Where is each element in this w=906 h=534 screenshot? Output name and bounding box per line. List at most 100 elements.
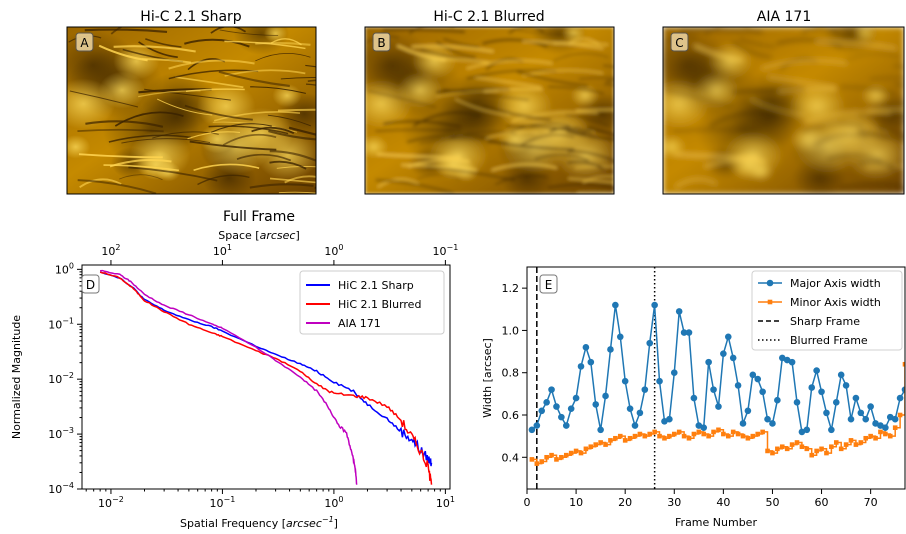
point-minor-axis-width — [549, 452, 554, 458]
chart-e-xlabel: Frame Number — [675, 516, 757, 529]
point-minor-axis-width — [622, 438, 628, 443]
top-x-tick-label: 102 — [101, 243, 120, 258]
point-minor-axis-width — [681, 433, 687, 439]
y-tick-label: 10−3 — [48, 426, 74, 441]
panel-c-title: AIA 171 — [757, 9, 811, 25]
point-minor-axis-width — [671, 431, 677, 437]
point-minor-axis-width — [838, 446, 844, 452]
point-major-axis-width — [813, 367, 820, 374]
point-major-axis-width — [626, 405, 634, 412]
point-minor-axis-width — [848, 438, 854, 443]
point-minor-axis-width — [750, 433, 756, 439]
point-major-axis-width — [597, 426, 604, 434]
point-major-axis-width — [651, 301, 658, 309]
point-major-axis-width — [680, 329, 688, 336]
point-minor-axis-width — [686, 435, 692, 441]
point-minor-axis-width — [701, 431, 707, 437]
solar-image-sharp — [67, 27, 316, 194]
point-minor-axis-width — [799, 444, 805, 450]
point-major-axis-width — [602, 392, 609, 400]
panel-a: Hi-C 2.1 Sharp A — [66, 9, 317, 195]
chart-d-ylabel: Normalized Magnitude — [10, 315, 23, 439]
panel-a-title: Hi-C 2.1 Sharp — [140, 9, 242, 25]
chart-d-badge: D — [86, 278, 95, 292]
x-tick-label: 70 — [864, 496, 878, 509]
x-tick-label: 60 — [815, 496, 829, 509]
point-major-axis-width — [607, 346, 614, 353]
point-minor-axis-width — [554, 457, 559, 462]
point-minor-axis-width — [755, 431, 761, 437]
panel-c-badge: C — [675, 36, 683, 50]
point-major-axis-width — [670, 369, 678, 377]
point-minor-axis-width — [863, 435, 869, 441]
point-minor-axis-width — [878, 429, 883, 435]
point-major-axis-width — [720, 350, 727, 357]
point-major-axis-width — [847, 415, 855, 423]
point-major-axis-width — [744, 407, 752, 415]
point-major-axis-width — [553, 403, 560, 410]
point-minor-axis-width — [603, 442, 608, 447]
panel-a-badge: A — [80, 36, 89, 50]
point-major-axis-width — [533, 422, 541, 429]
point-major-axis-width — [528, 426, 536, 434]
y-tick-label: 0.6 — [502, 409, 520, 422]
top-x-tick-label: 101 — [213, 243, 232, 258]
x-tick-label: 40 — [716, 496, 730, 509]
point-minor-axis-width — [667, 433, 672, 439]
point-major-axis-width — [558, 413, 565, 421]
point-major-axis-width — [582, 344, 590, 351]
y-tick-label: 10−4 — [48, 481, 74, 496]
x-tick-label: 101 — [436, 495, 455, 510]
chart-d-xlabel: Spatial Frequency [arcsec−1] — [180, 515, 338, 530]
point-minor-axis-width — [740, 433, 746, 439]
point-minor-axis-width — [789, 442, 795, 447]
x-tick-label: 30 — [667, 496, 681, 509]
x-tick-label: 10−2 — [98, 495, 124, 510]
x-tick-label: 50 — [765, 496, 779, 509]
point-major-axis-width — [891, 415, 899, 423]
point-minor-axis-width — [809, 452, 815, 458]
point-minor-axis-width — [765, 448, 770, 454]
point-major-axis-width — [612, 301, 619, 309]
series-line-aia-171 — [100, 269, 358, 485]
y-tick-label: 0.4 — [502, 451, 520, 464]
point-minor-axis-width — [887, 433, 893, 439]
x-tick-label: 20 — [618, 496, 632, 509]
point-minor-axis-width — [563, 452, 569, 458]
point-minor-axis-width — [711, 429, 716, 435]
point-minor-axis-width — [696, 429, 702, 435]
point-major-axis-width — [548, 386, 555, 393]
top-x-tick-label: 10−1 — [432, 243, 458, 258]
point-major-axis-width — [621, 377, 629, 385]
point-minor-axis-width — [760, 429, 765, 435]
point-minor-axis-width — [770, 450, 775, 456]
point-major-axis-width — [764, 415, 771, 423]
point-major-axis-width — [577, 363, 585, 370]
point-minor-axis-width — [627, 435, 633, 441]
point-major-axis-width — [862, 415, 870, 423]
point-minor-axis-width — [573, 448, 579, 454]
point-minor-axis-width — [873, 435, 878, 441]
point-major-axis-width — [616, 333, 624, 341]
point-minor-axis-width — [647, 431, 653, 437]
point-minor-axis-width — [735, 431, 741, 437]
point-major-axis-width — [774, 396, 781, 404]
point-major-axis-width — [675, 308, 683, 315]
point-minor-axis-width — [613, 435, 618, 441]
point-major-axis-width — [837, 371, 845, 379]
point-minor-axis-width — [544, 454, 549, 460]
point-major-axis-width — [818, 388, 825, 396]
point-major-axis-width — [793, 399, 801, 406]
point-minor-axis-width — [794, 440, 800, 445]
point-major-axis-width — [823, 409, 830, 417]
panel-b-badge: B — [377, 36, 385, 50]
panel-b-title: Hi-C 2.1 Blurred — [433, 9, 544, 25]
point-major-axis-width — [896, 394, 904, 402]
point-major-axis-width — [631, 422, 639, 429]
point-major-axis-width — [724, 333, 732, 341]
point-minor-axis-width — [843, 442, 849, 447]
point-major-axis-width — [788, 358, 796, 366]
point-minor-axis-width — [858, 440, 864, 445]
point-major-axis-width — [690, 394, 698, 402]
point-minor-axis-width — [883, 431, 888, 437]
